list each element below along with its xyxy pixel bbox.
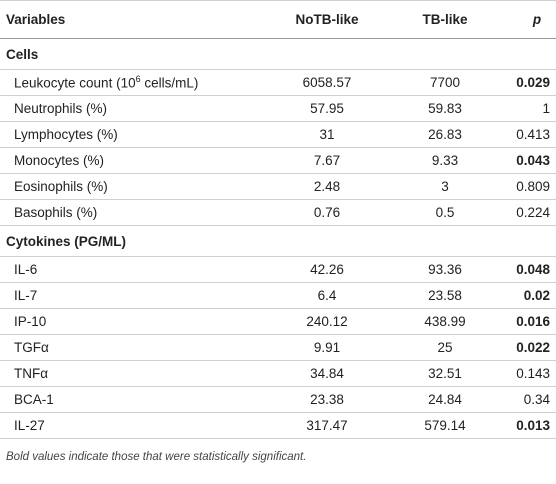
table-row: TGFα 9.91 25 0.022 xyxy=(0,334,556,361)
notb-value: 240.12 xyxy=(268,308,386,335)
section-row: Cytokines (PG/ML) xyxy=(0,225,556,257)
header-cell: p xyxy=(504,0,556,39)
table-body: Cells Leukocyte count (106 cells/mL) 6058.… xyxy=(0,38,556,439)
header-row: Variables NoTB-like TB-like p xyxy=(0,0,556,39)
notb-value: 2.48 xyxy=(268,173,386,200)
notb-value: 9.91 xyxy=(268,334,386,361)
section-title: Cells xyxy=(0,38,556,70)
table-row: IL-7 6.4 23.58 0.02 xyxy=(0,282,556,309)
variable-cell: Lymphocytes (%) xyxy=(0,121,268,148)
p-value: 0.048 xyxy=(504,256,556,283)
tb-value: 23.58 xyxy=(386,282,504,309)
tb-value: 3 xyxy=(386,173,504,200)
notb-value: 34.84 xyxy=(268,360,386,387)
header-cell: TB-like xyxy=(386,0,504,39)
table-row: IL-6 42.26 93.36 0.048 xyxy=(0,256,556,283)
table-row: Leukocyte count (106 cells/mL) 6058.57 770… xyxy=(0,69,556,96)
notb-value: 31 xyxy=(268,121,386,148)
p-value: 0.013 xyxy=(504,412,556,439)
variable-cell: IL-27 xyxy=(0,412,268,439)
variable-cell: Eosinophils (%) xyxy=(0,173,268,200)
variable-text: Leukocyte count (10 xyxy=(14,75,136,91)
variable-cell: IL-6 xyxy=(0,256,268,283)
notb-value: 6.4 xyxy=(268,282,386,309)
header-cell: Variables xyxy=(0,0,268,39)
table-row: BCA-1 23.38 24.84 0.34 xyxy=(0,386,556,413)
table-row: Neutrophils (%) 57.95 59.83 1 xyxy=(0,95,556,122)
table-row: Eosinophils (%) 2.48 3 0.809 xyxy=(0,173,556,200)
p-value: 1 xyxy=(504,95,556,122)
section-row: Cells xyxy=(0,38,556,70)
notb-value: 57.95 xyxy=(268,95,386,122)
tb-value: 59.83 xyxy=(386,95,504,122)
p-value: 0.413 xyxy=(504,121,556,148)
p-value: 0.022 xyxy=(504,334,556,361)
header-cell: NoTB-like xyxy=(268,0,386,39)
table-row: IL-27 317.47 579.14 0.013 xyxy=(0,412,556,439)
table-row: Lymphocytes (%) 31 26.83 0.413 xyxy=(0,121,556,148)
p-value: 0.016 xyxy=(504,308,556,335)
tb-value: 25 xyxy=(386,334,504,361)
p-value: 0.043 xyxy=(504,147,556,174)
tb-value: 579.14 xyxy=(386,412,504,439)
table-row: IP-10 240.12 438.99 0.016 xyxy=(0,308,556,335)
notb-value: 23.38 xyxy=(268,386,386,413)
section-title: Cytokines (PG/ML) xyxy=(0,225,556,257)
table-row: Basophils (%) 0.76 0.5 0.224 xyxy=(0,199,556,226)
notb-value: 6058.57 xyxy=(268,69,386,96)
footnote: Bold values indicate those that were sta… xyxy=(6,451,307,463)
notb-value: 7.67 xyxy=(268,147,386,174)
variable-cell: Monocytes (%) xyxy=(0,147,268,174)
table-row: TNFα 34.84 32.51 0.143 xyxy=(0,360,556,387)
table-row: Monocytes (%) 7.67 9.33 0.043 xyxy=(0,147,556,174)
p-value: 0.029 xyxy=(504,69,556,96)
data-table: Variables NoTB-like TB-like p Cells Leuko… xyxy=(0,0,556,439)
p-value: 0.809 xyxy=(504,173,556,200)
notb-value: 317.47 xyxy=(268,412,386,439)
variable-cell: Basophils (%) xyxy=(0,199,268,226)
tb-value: 24.84 xyxy=(386,386,504,413)
tb-value: 7700 xyxy=(386,69,504,96)
variable-cell: TGFα xyxy=(0,334,268,361)
notb-value: 42.26 xyxy=(268,256,386,283)
superscript: 6 xyxy=(135,74,141,85)
tb-value: 0.5 xyxy=(386,199,504,226)
table-header: Variables NoTB-like TB-like p xyxy=(0,0,556,39)
p-value: 0.143 xyxy=(504,360,556,387)
tb-value: 93.36 xyxy=(386,256,504,283)
variable-cell: Neutrophils (%) xyxy=(0,95,268,122)
p-value: 0.02 xyxy=(504,282,556,309)
variable-cell: BCA-1 xyxy=(0,386,268,413)
tb-value: 9.33 xyxy=(386,147,504,174)
tb-value: 32.51 xyxy=(386,360,504,387)
tb-value: 26.83 xyxy=(386,121,504,148)
p-value: 0.34 xyxy=(504,386,556,413)
variable-cell: TNFα xyxy=(0,360,268,387)
notb-value: 0.76 xyxy=(268,199,386,226)
p-value: 0.224 xyxy=(504,199,556,226)
variable-cell: IP-10 xyxy=(0,308,268,335)
variable-cell: IL-7 xyxy=(0,282,268,309)
variable-cell: Leukocyte count (106 cells/mL) xyxy=(0,69,268,96)
tb-value: 438.99 xyxy=(386,308,504,335)
variable-text: cells/mL) xyxy=(140,75,199,91)
